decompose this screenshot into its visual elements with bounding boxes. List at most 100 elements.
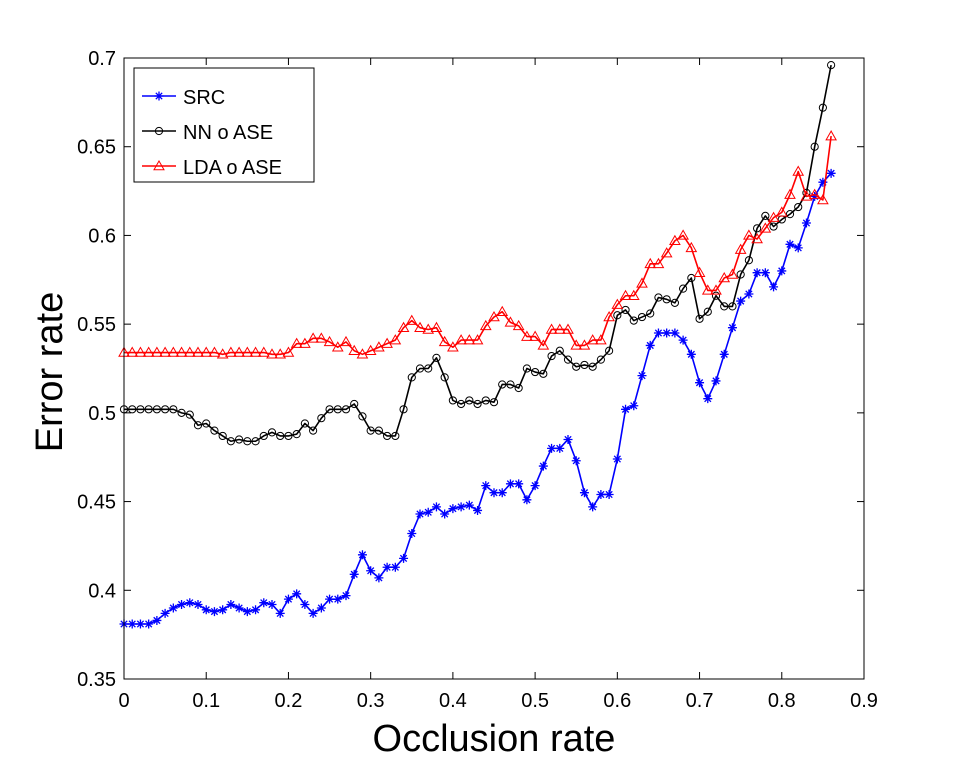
data-point bbox=[440, 373, 449, 382]
data-point bbox=[457, 399, 466, 409]
legend-entry-src: SRC bbox=[183, 87, 225, 109]
data-point bbox=[241, 346, 254, 357]
x-tick-label: 0.5 bbox=[521, 690, 549, 712]
data-point bbox=[317, 414, 326, 423]
data-point bbox=[734, 243, 747, 254]
data-point bbox=[366, 426, 375, 435]
data-point bbox=[424, 364, 433, 373]
data-point bbox=[563, 355, 573, 364]
data-point bbox=[637, 312, 647, 322]
data-point bbox=[136, 405, 145, 414]
data-point bbox=[415, 364, 425, 373]
data-point bbox=[693, 266, 706, 277]
data-point bbox=[177, 408, 186, 417]
data-point bbox=[399, 405, 408, 414]
data-point bbox=[399, 553, 409, 563]
legend-swatch-marker bbox=[154, 91, 164, 101]
series-0 bbox=[119, 168, 836, 629]
data-point bbox=[718, 272, 731, 283]
data-point bbox=[489, 488, 499, 498]
data-point bbox=[235, 435, 244, 444]
data-point bbox=[415, 509, 425, 519]
x-axis-title: Occlusion rate bbox=[373, 718, 616, 760]
data-point bbox=[216, 348, 229, 359]
data-point bbox=[251, 437, 260, 446]
x-tick-label: 0 bbox=[118, 690, 129, 712]
data-point bbox=[481, 396, 490, 405]
data-point bbox=[603, 311, 615, 322]
data-point bbox=[621, 305, 630, 315]
data-point bbox=[785, 210, 795, 219]
data-point bbox=[127, 619, 137, 629]
data-point bbox=[522, 364, 531, 373]
data-point bbox=[627, 289, 640, 301]
data-point bbox=[151, 346, 163, 357]
data-point bbox=[257, 346, 270, 357]
legend-box bbox=[133, 67, 315, 183]
data-point bbox=[505, 479, 515, 489]
data-point bbox=[407, 373, 416, 382]
data-point bbox=[242, 607, 252, 617]
data-point bbox=[744, 256, 753, 265]
data-point bbox=[193, 421, 203, 430]
data-point bbox=[358, 412, 367, 421]
data-point bbox=[498, 380, 507, 389]
data-point bbox=[522, 495, 532, 505]
data-point bbox=[183, 346, 196, 357]
data-point bbox=[259, 431, 268, 441]
data-point bbox=[323, 335, 336, 347]
y-tick-label: 0.35 bbox=[77, 669, 116, 691]
data-point bbox=[711, 291, 721, 300]
data-point bbox=[292, 589, 302, 599]
data-point bbox=[596, 355, 605, 364]
data-point bbox=[759, 222, 772, 233]
data-point bbox=[539, 369, 548, 378]
data-point bbox=[571, 456, 581, 466]
data-point bbox=[325, 405, 334, 414]
data-point bbox=[760, 268, 770, 278]
data-point bbox=[364, 344, 377, 356]
data-point bbox=[175, 346, 188, 357]
data-point bbox=[432, 353, 441, 362]
data-point bbox=[356, 348, 369, 359]
data-point bbox=[506, 380, 515, 389]
data-point bbox=[736, 296, 746, 306]
data-point bbox=[381, 337, 393, 348]
data-point bbox=[438, 335, 451, 347]
data-point bbox=[135, 619, 145, 629]
data-point bbox=[463, 334, 476, 345]
data-point bbox=[382, 562, 392, 572]
data-point bbox=[654, 293, 663, 302]
data-point bbox=[161, 405, 170, 414]
data-point bbox=[431, 502, 441, 512]
data-point bbox=[695, 378, 705, 388]
data-point bbox=[391, 431, 400, 441]
data-point bbox=[826, 168, 836, 178]
data-point bbox=[629, 401, 639, 411]
data-point bbox=[701, 284, 714, 295]
data-point bbox=[349, 569, 359, 579]
data-point bbox=[775, 206, 788, 217]
data-point bbox=[817, 193, 829, 205]
data-point bbox=[537, 339, 550, 350]
data-point bbox=[447, 341, 459, 352]
data-point bbox=[374, 573, 384, 583]
data-point bbox=[266, 348, 278, 359]
data-point bbox=[218, 431, 227, 441]
data-point bbox=[422, 323, 435, 334]
data-point bbox=[784, 188, 796, 199]
y-tick-label: 0.5 bbox=[88, 403, 116, 425]
data-point bbox=[283, 594, 293, 604]
y-tick-label: 0.65 bbox=[77, 137, 116, 159]
data-point bbox=[810, 191, 820, 201]
data-point bbox=[284, 431, 293, 441]
data-point bbox=[167, 346, 180, 357]
data-point bbox=[209, 607, 219, 617]
data-point bbox=[825, 130, 837, 141]
data-point bbox=[315, 332, 328, 343]
data-point bbox=[325, 594, 335, 604]
data-point bbox=[801, 218, 811, 228]
data-point bbox=[300, 599, 310, 609]
data-point bbox=[794, 202, 803, 212]
data-point bbox=[465, 396, 474, 405]
